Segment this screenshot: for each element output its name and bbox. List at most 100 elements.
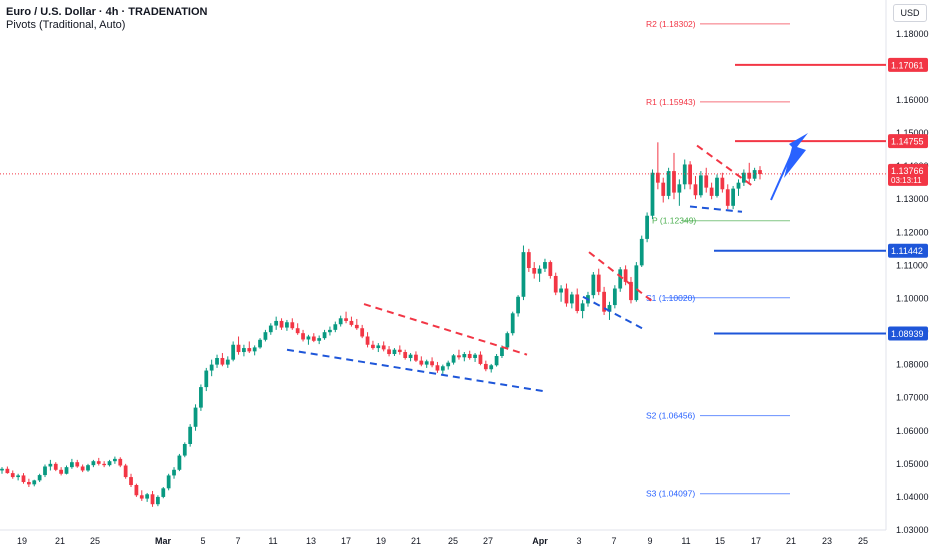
candle-body	[215, 357, 219, 365]
time-tick-label: 15	[715, 536, 725, 546]
trendline[interactable]	[363, 303, 528, 356]
currency-label[interactable]: USD	[893, 4, 927, 22]
price-tick-label: 1.03000	[896, 525, 929, 535]
candle-body	[489, 365, 494, 370]
candle-body	[306, 336, 311, 340]
candle-body	[129, 477, 133, 486]
candle-body	[569, 294, 574, 304]
price-tick-label: 1.04000	[896, 492, 929, 502]
candle-body	[548, 262, 553, 276]
candle-body	[311, 336, 316, 341]
candle-body	[5, 468, 10, 474]
time-tick-label: 11	[268, 536, 277, 546]
time-tick-label: 21	[411, 536, 421, 546]
candle-body	[285, 322, 289, 328]
candle-body	[32, 480, 37, 485]
candle-body	[10, 473, 15, 478]
candle-body	[612, 288, 617, 306]
candle-body	[758, 170, 762, 175]
trendline[interactable]	[286, 348, 544, 393]
price-tick-label: 1.08000	[896, 360, 929, 370]
pivot-label: S1 (1.10020)	[646, 293, 695, 303]
candle-body	[666, 171, 671, 196]
candle-body	[172, 469, 176, 476]
pivot-label: S2 (1.06456)	[646, 411, 695, 421]
forecast-arrow-icon[interactable]	[784, 133, 808, 178]
candle-body	[381, 345, 386, 350]
candle-body	[376, 345, 381, 349]
trendline[interactable]	[582, 295, 643, 330]
candle-body	[118, 458, 123, 466]
candle-body	[397, 349, 402, 353]
price-tick-label: 1.06000	[896, 426, 929, 436]
candle-body	[166, 475, 171, 489]
candle-body	[575, 294, 580, 312]
candle-body	[462, 354, 467, 358]
pivot-label: R1 (1.15943)	[646, 97, 696, 107]
price-tick-label: 1.11000	[896, 260, 928, 270]
price-tick-label: 1.10000	[896, 293, 929, 303]
candle-body	[650, 172, 655, 216]
candle-body	[70, 462, 74, 468]
price-tick-label: 1.07000	[896, 393, 929, 403]
candle-body	[629, 281, 633, 301]
time-tick-label: 11	[681, 536, 690, 546]
candle-body	[559, 288, 563, 293]
candle-body	[596, 274, 601, 292]
time-tick-label: 13	[306, 536, 316, 546]
candle-body	[457, 355, 461, 358]
candle-body	[392, 349, 397, 355]
candle-body	[48, 463, 53, 467]
pivot-label: P (1.12349)	[652, 216, 696, 226]
candle-body	[537, 268, 542, 274]
chart-title: Euro / U.S. Dollar · 4h · TRADENATION	[6, 6, 208, 18]
time-tick-label: 21	[786, 536, 796, 546]
candle-body	[26, 482, 31, 485]
candle-body	[435, 365, 440, 371]
candle-body	[494, 356, 499, 366]
candle-body	[365, 336, 370, 345]
candle-body	[741, 172, 746, 183]
candle-body	[53, 463, 58, 470]
candle-body	[478, 354, 483, 364]
candle-body	[333, 324, 338, 330]
candle-body	[634, 265, 639, 301]
candle-body	[688, 164, 692, 185]
candle-body	[731, 188, 736, 206]
time-tick-label: 21	[55, 536, 65, 546]
candle-body	[516, 296, 520, 314]
candle-body	[655, 172, 660, 183]
candle-body	[80, 466, 85, 471]
candle-body	[64, 467, 69, 474]
candle-body	[268, 325, 273, 333]
candle-body	[193, 407, 198, 427]
candle-body	[408, 354, 413, 358]
candle-body	[677, 184, 682, 193]
candle-body	[510, 313, 515, 334]
key-level-value: 1.14755	[891, 137, 924, 147]
candle-body	[693, 184, 698, 196]
key-level-value: 1.17061	[891, 60, 924, 70]
candle-body	[204, 370, 209, 388]
candle-body	[639, 238, 644, 266]
time-tick-label: 3	[576, 536, 581, 546]
candle-body	[134, 485, 139, 496]
indicator-label[interactable]: Pivots (Traditional, Auto)	[6, 19, 126, 31]
candle-body	[752, 170, 757, 179]
candle-body	[715, 177, 719, 196]
candle-body	[747, 172, 752, 179]
candle-body	[553, 275, 558, 293]
candle-body	[322, 332, 327, 339]
candle-countdown: 03:13:11	[891, 176, 922, 185]
candle-body	[209, 364, 214, 371]
candle-body	[591, 274, 596, 296]
current-price-tag	[888, 163, 928, 186]
candle-body	[258, 339, 262, 348]
candle-body	[236, 344, 241, 353]
trendline[interactable]	[588, 251, 656, 305]
candle-body	[252, 347, 257, 352]
trendline[interactable]	[689, 205, 743, 213]
candle-body	[521, 252, 526, 297]
candle-body	[725, 189, 730, 206]
